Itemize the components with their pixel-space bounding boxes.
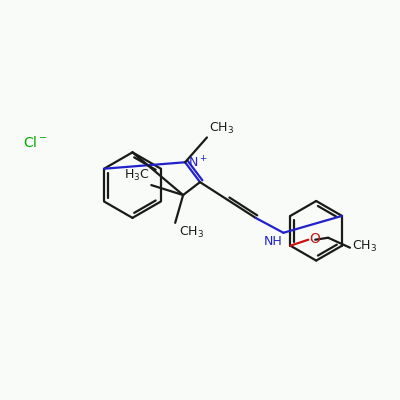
- Text: NH: NH: [264, 235, 283, 248]
- Text: N$^+$: N$^+$: [188, 156, 208, 171]
- Text: CH$_3$: CH$_3$: [179, 225, 204, 240]
- Text: O: O: [309, 232, 320, 246]
- Text: Cl$^-$: Cl$^-$: [23, 135, 48, 150]
- Text: CH$_3$: CH$_3$: [352, 239, 377, 254]
- Text: CH$_3$: CH$_3$: [209, 121, 234, 136]
- Text: H$_3$C: H$_3$C: [124, 168, 149, 183]
